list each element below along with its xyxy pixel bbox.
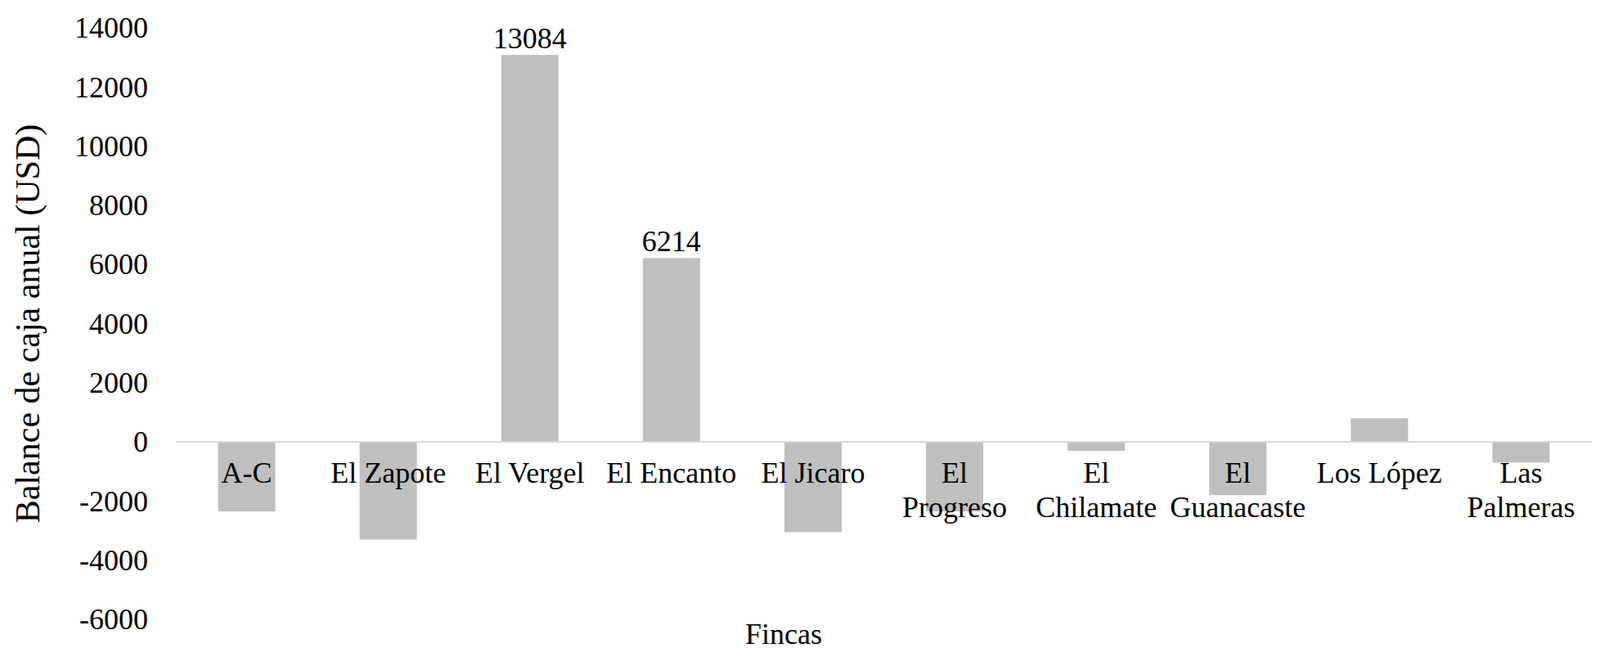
chart-svg: -6000 -4000 -2000 0 2000 4000 6000 8000 10000 120… — [0, 0, 1600, 657]
x-axis-title: Fincas — [745, 617, 823, 651]
y-tick-label: -2000 — [79, 485, 149, 518]
x-tick-label: A-C — [221, 456, 273, 490]
y-tick-label: 14000 — [74, 11, 149, 45]
y-tick-label: 12000 — [74, 71, 149, 104]
y-tick-label: 4000 — [89, 307, 149, 341]
x-tick-label: ElChilamate — [1035, 456, 1157, 523]
bar — [1208, 441, 1267, 495]
bar — [501, 54, 559, 442]
x-tick-label: El Jicaro — [760, 456, 865, 490]
y-tick-label: 6000 — [89, 247, 149, 281]
y-tick-label: 0 — [133, 425, 149, 459]
y-axis-title: Balance de caja anual (USD) — [8, 124, 48, 523]
bar — [1067, 441, 1125, 451]
x-tick-label: LasPalmeras — [1466, 456, 1575, 523]
bar — [218, 441, 276, 512]
y-tick-label: 10000 — [74, 130, 149, 163]
x-tick-label: El Zapote — [330, 456, 446, 490]
x-tick-label: El Vergel — [475, 456, 585, 490]
bar — [642, 257, 701, 442]
data-label: 6214 — [642, 224, 702, 258]
y-tick-label: -6000 — [79, 602, 149, 636]
x-tick-label: Los López — [1316, 456, 1443, 490]
x-tick-label: ElProgreso — [902, 456, 1007, 523]
bar — [1350, 417, 1408, 442]
y-tick-label: 8000 — [89, 188, 149, 222]
data-label: 13084 — [493, 22, 567, 55]
y-tick-label: -4000 — [79, 543, 149, 577]
x-tick-label: El Encanto — [606, 456, 737, 490]
y-tick-label: 2000 — [89, 366, 149, 400]
x-tick-label: ElGuanacaste — [1169, 456, 1306, 523]
bars — [218, 54, 1551, 540]
chart-container: -6000 -4000 -2000 0 2000 4000 6000 8000 10000 120… — [0, 0, 1600, 657]
zero-line — [175, 440, 1592, 443]
